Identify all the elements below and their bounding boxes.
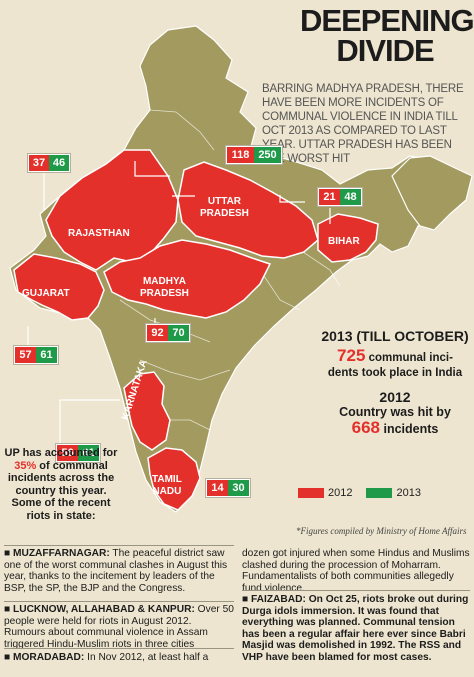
divider [4,601,234,602]
value-2013: 250 [254,147,281,163]
up-line-4: country this year. [15,484,107,497]
panel-2012-text-a: Country was hit by [339,405,451,419]
panel-2012-heading: 2012 [379,389,411,405]
value-2013: 61 [78,445,99,461]
value-2013: 30 [228,480,249,496]
up-line-2-text: of communal [36,459,108,472]
divider [4,545,234,546]
item-moradabad-body: In Nov 2012, at least half a [84,652,209,663]
value-pair-tamil-nadu: 14 30 [206,479,250,497]
title-line-2: DIVIDE [336,33,434,68]
value-pair-madhya-pradesh: 92 70 [146,324,190,342]
legend: 2012 2013 [290,487,421,499]
panel-2013-text: 725 communal inci- dents took place in I… [320,346,470,381]
item-faizabad-heading: FAIZABAD: [250,594,306,605]
india-map [9,25,473,513]
label-madhya-pradesh: MADHYA PRADESH [140,276,189,300]
label-uttar-pradesh: UTTAR PRADESH [200,196,249,220]
northeast-region [391,155,473,231]
value-pair-bihar: 21 48 [318,188,362,206]
up-line-2: 35% of communal [2,460,120,473]
value-2013: 61 [36,347,57,363]
item-muzaffarnagar-body: The peaceful district saw one of the wor… [4,548,228,594]
label-madhya-pradesh-l2: PRADESH [140,288,189,299]
up-line-5: Some of the recent [11,497,111,509]
summary-panel: 2013 (TILL OCTOBER) 725 communal inci- d… [320,328,470,437]
item-muzaffarnagar: ■ MUZAFFARNAGAR: The peaceful district s… [4,548,228,594]
item-faizabad-body: On Oct 25, riots broke out during Durga … [242,594,469,663]
state-borders [119,109,341,431]
madhya-pradesh-region [103,239,272,319]
legend-swatch-2013 [366,488,393,498]
tamil-nadu-region [147,447,201,511]
legend-swatch-2012 [298,488,324,498]
value-2013: 70 [168,325,189,341]
up-percentage: 35% [14,459,37,472]
value-pair-rajasthan: 37 46 [28,154,70,172]
label-uttar-pradesh-l2: PRADESH [200,208,249,219]
panel-2013-text-a: communal inci- [365,352,453,364]
uttar-pradesh-region [177,161,319,259]
item-moradabad-heading: MORADABAD: [12,652,85,663]
label-gujarat: GUJARAT [22,288,70,299]
page-title: DEEPENING DIVIDE [300,3,474,68]
panel-2012-text-b: incidents [380,422,439,436]
label-rajasthan: RAJASTHAN [68,228,130,239]
rajasthan-region [45,149,179,271]
label-madhya-pradesh-l1: MADHYA [142,276,186,287]
item-moradabad-continued: dozen got injured when some Hindus and M… [242,548,470,594]
gujarat-region [13,253,105,321]
value-2012: 57 [15,347,36,363]
up-line-1: UP has accounted for [4,447,118,459]
panel-2013-count: 725 [337,346,366,365]
legend-label-2012: 2012 [328,487,353,499]
value-2012: 118 [227,147,254,163]
label-tamil-nadu: TAMIL NADU [152,474,182,498]
item-moradabad: ■ MORADABAD: In Nov 2012, at least half … [4,652,209,663]
legend-label-2013: 2013 [396,487,421,499]
value-2013: 48 [340,189,361,205]
value-2013: 46 [49,155,69,171]
item-lucknow-heading: LUCKNOW, ALLAHABAD & KANPUR: [12,604,195,615]
item-muzaffarnagar-heading: MUZAFFARNAGAR: [12,548,110,559]
divider [4,648,234,649]
value-2012: 92 [147,325,168,341]
panel-2013-text-b: dents took place in India [327,367,463,379]
riots-list: ■ MUZAFFARNAGAR: The peaceful district s… [0,540,474,677]
panel-2013-heading: 2013 (TILL OCTOBER) [321,328,469,344]
value-pair-gujarat: 57 61 [14,346,58,364]
value-2012: 21 [319,189,340,205]
up-line-6: riots in state: [26,509,96,522]
item-lucknow-body: Over 50 people were held for riots in Au… [4,604,234,650]
value-2012: 56 [57,445,78,461]
item-faizabad: ■ FAIZABAD: On Oct 25, riots broke out d… [242,594,469,663]
value-2012: 37 [29,155,49,171]
divider [242,590,470,591]
item-lucknow: ■ LUCKNOW, ALLAHABAD & KANPUR: Over 50 p… [4,604,234,650]
label-bihar: BIHAR [328,236,360,247]
value-pair-karnataka: 56 61 [56,444,100,462]
panel-2012-count: 668 [351,418,381,437]
up-summary-box: UP has accounted for 35% of communal inc… [2,447,120,522]
panel-2012-text: Country was hit by 668 incidents [320,405,470,437]
label-uttar-pradesh-l1: UTTAR [207,196,242,207]
value-pair-uttar-pradesh: 118 250 [226,146,282,164]
label-tamil-nadu-l1: TAMIL [152,474,182,485]
karnataka-region [123,371,171,451]
footnote: *Figures compiled by Ministry of Home Af… [296,526,467,536]
value-2012: 14 [207,480,228,496]
title-line-1: DEEPENING [300,3,474,38]
bihar-region [317,213,379,263]
label-tamil-nadu-l2: NADU [152,486,182,497]
up-line-3: incidents across the [7,472,115,484]
intro-text: BARRING MADHYA PRADESH, THERE HAVE BEEN … [262,83,464,165]
